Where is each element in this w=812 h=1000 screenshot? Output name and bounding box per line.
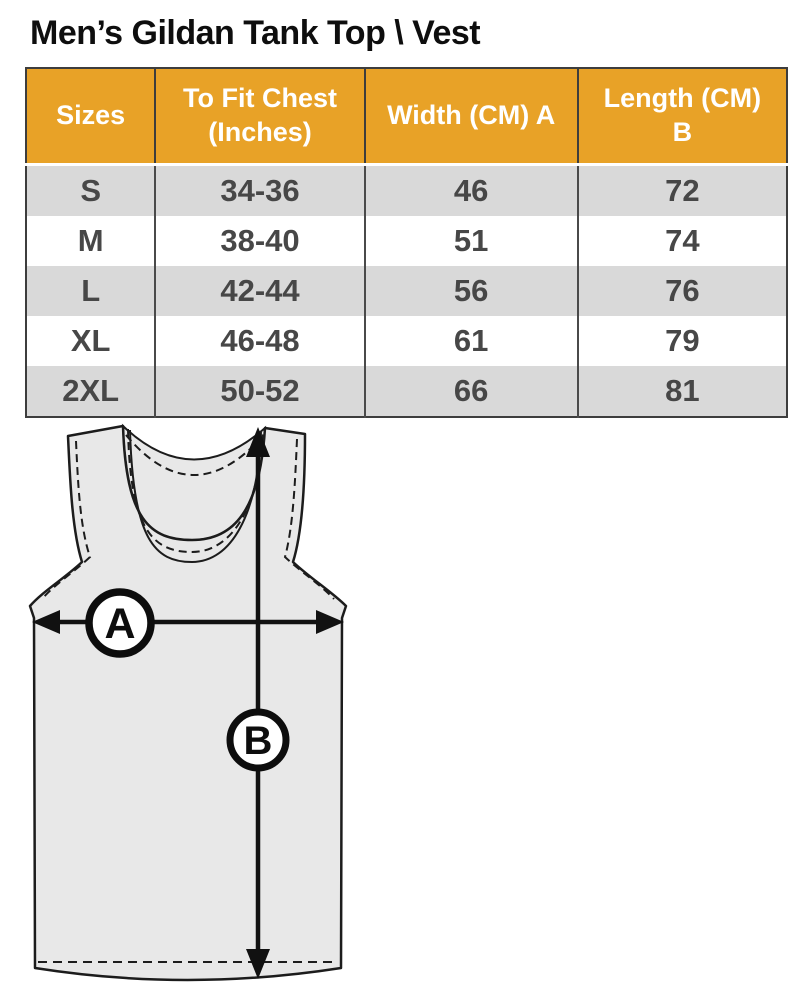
- table-row: M 38-40 51 74: [26, 216, 787, 266]
- back-neck-stitch-line: [125, 434, 263, 476]
- page-title: Men’s Gildan Tank Top \ Vest: [30, 14, 481, 52]
- length-cell: 72: [577, 163, 787, 216]
- width-cell: 61: [364, 316, 579, 366]
- chest-cell: 50-52: [155, 366, 366, 417]
- width-cell: 56: [364, 266, 579, 316]
- width-cell: 46: [364, 163, 579, 216]
- size-cell: M: [26, 216, 157, 266]
- vest-measurement-diagram: A B: [18, 415, 368, 1000]
- arrow-left-head-icon: [32, 610, 60, 634]
- neck-stitch-line: [127, 428, 264, 554]
- length-cell: 76: [665, 273, 700, 308]
- arrow-down-head-icon: [246, 949, 270, 979]
- size-chart-table: Sizes To Fit Chest (Inches) Width (CM) A…: [25, 67, 788, 418]
- chest-cell: 34-36: [155, 163, 366, 216]
- width-cell: 51: [364, 216, 579, 266]
- length-cell: 79: [665, 323, 700, 358]
- left-armhole-stitch-line: [41, 440, 92, 600]
- column-header-sizes: Sizes: [26, 68, 157, 166]
- column-header-length: Length (CM) B: [577, 68, 787, 166]
- size-cell: XL: [26, 316, 157, 366]
- table-row: S 34-36 46 72: [26, 163, 787, 216]
- vest-outline: [28, 424, 348, 982]
- column-header-chest: To Fit Chest (Inches): [155, 68, 366, 166]
- right-armhole-stitch-line: [283, 438, 335, 600]
- chest-cell: 38-40: [155, 216, 366, 266]
- arrow-up-head-icon: [246, 427, 270, 457]
- arrow-right-head-icon: [316, 610, 344, 634]
- size-cell: L: [26, 266, 157, 316]
- length-cell: 81: [665, 373, 700, 408]
- length-arrow: [246, 427, 270, 979]
- width-cell: 66: [364, 366, 579, 417]
- table-row: XL 46-48 61 79: [26, 316, 787, 366]
- size-cell: S: [26, 163, 157, 216]
- length-label-b: B: [244, 719, 273, 763]
- label-a-badge: A: [85, 588, 155, 658]
- table-row: 2XL 50-52 66 81: [26, 366, 787, 417]
- column-header-width: Width (CM) A: [364, 68, 579, 166]
- length-cell: 74: [665, 223, 700, 258]
- size-cell: 2XL: [26, 366, 157, 417]
- label-b-badge: B: [226, 708, 290, 772]
- chest-cell: 42-44: [155, 266, 366, 316]
- width-label-a: A: [104, 600, 135, 648]
- chest-cell: 46-48: [155, 316, 366, 366]
- size-chart: Sizes To Fit Chest (Inches) Width (CM) A…: [25, 67, 788, 418]
- table-row: L 42-44 56 76: [26, 266, 787, 316]
- header-row: Sizes To Fit Chest (Inches) Width (CM) A…: [26, 68, 787, 166]
